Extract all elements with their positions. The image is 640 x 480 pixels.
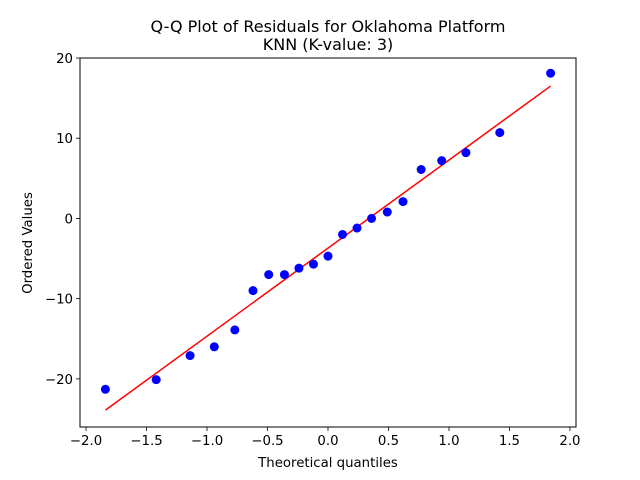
fit-line [104, 85, 552, 411]
data-point [398, 197, 408, 207]
x-tick-label: −2.0 [70, 434, 102, 449]
y-axis-label: Ordered Values [21, 192, 36, 294]
x-tick-label: 1.5 [499, 434, 520, 449]
data-point [209, 342, 219, 352]
y-tick-label: −20 [45, 373, 73, 388]
y-axis-ticks: −20 −10 0 10 20 [45, 52, 80, 388]
data-point [546, 68, 556, 78]
data-point [367, 213, 377, 223]
data-point [264, 270, 274, 280]
x-tick-label: 1.0 [438, 434, 459, 449]
x-axis-ticks: −2.0 −1.5 −1.0 −0.5 0.0 0.5 1.0 1.5 2.0 [70, 427, 581, 449]
chart-title-line1: Q-Q Plot of Residuals for Oklahoma Platf… [151, 17, 506, 36]
data-point [308, 259, 318, 269]
x-tick-label: 2.0 [559, 434, 580, 449]
plot-area [100, 68, 556, 411]
data-point [279, 270, 289, 280]
data-point [461, 148, 471, 158]
data-point [416, 165, 426, 175]
data-point [294, 263, 304, 273]
x-axis-label: Theoretical quantiles [257, 456, 398, 471]
chart-title-line2: KNN (K-value: 3) [263, 35, 394, 54]
data-point [151, 375, 161, 385]
x-tick-label: 0.0 [317, 434, 338, 449]
data-point [495, 128, 505, 138]
y-tick-label: −10 [45, 293, 73, 308]
x-tick-label: 0.5 [378, 434, 399, 449]
x-tick-label: −0.5 [251, 434, 283, 449]
y-tick-label: 0 [65, 212, 73, 227]
data-point [100, 384, 110, 394]
y-tick-label: 10 [56, 132, 73, 147]
x-tick-label: −1.5 [130, 434, 162, 449]
data-point [248, 286, 258, 296]
x-tick-label: −1.0 [191, 434, 223, 449]
data-point [437, 156, 447, 166]
data-point [230, 325, 240, 335]
data-point [338, 229, 348, 239]
data-point [185, 351, 195, 361]
y-tick-label: 20 [56, 52, 73, 67]
data-point [382, 207, 392, 217]
data-point [323, 251, 333, 261]
data-point [352, 223, 362, 233]
